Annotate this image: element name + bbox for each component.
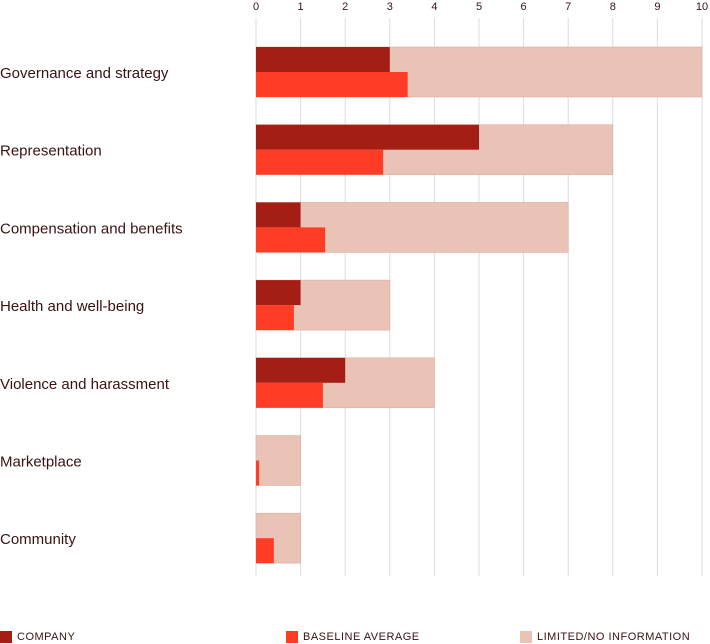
category-label-violence-and-harassment: Violence and harassment — [0, 376, 170, 393]
x-tick-label-3: 3 — [387, 1, 393, 13]
x-tick-label-6: 6 — [521, 1, 527, 13]
bar-company-health-and-well-being — [256, 280, 301, 306]
legend-label-baseline-average: BASELINE AVERAGE — [303, 631, 420, 643]
bars — [255, 46, 703, 564]
bar-chart: 0 1 2 3 4 5 6 7 8 9 10 Governance and strategy Repr… — [0, 1, 708, 576]
x-tick-label-1: 1 — [298, 1, 304, 13]
bar-limited-marketplace — [255, 435, 301, 486]
bar-company-governance-and-strategy — [256, 47, 390, 72]
x-tick-label-4: 4 — [431, 1, 437, 13]
bar-company-representation — [256, 124, 479, 150]
bar-baseline-representation — [256, 149, 384, 175]
bar-baseline-compensation-and-benefits — [256, 227, 326, 253]
category-labels: Governance and strategy Representation Com… — [0, 65, 183, 548]
category-label-representation: Representation — [0, 143, 102, 160]
bar-company-violence-and-harassment — [256, 357, 346, 383]
x-tick-label-2: 2 — [342, 1, 348, 13]
x-axis-ticks: 0 1 2 3 4 5 6 7 8 9 10 — [253, 1, 708, 13]
bar-baseline-governance-and-strategy — [256, 72, 408, 97]
x-tick-label-8: 8 — [610, 1, 616, 13]
category-label-compensation-and-benefits: Compensation and benefits — [0, 220, 183, 237]
grid-lines — [255, 18, 703, 576]
x-tick-label-9: 9 — [654, 1, 660, 13]
legend-swatch-baseline-average — [286, 631, 298, 643]
bar-baseline-health-and-well-being — [256, 305, 294, 331]
category-label-marketplace: Marketplace — [0, 454, 82, 471]
legend-item-baseline-average: BASELINE AVERAGE — [286, 630, 420, 644]
legend-item-company: COMPANY — [0, 630, 75, 644]
x-tick-label-0: 0 — [253, 1, 259, 13]
x-tick-label-10: 10 — [696, 1, 708, 13]
legend: COMPANY BASELINE AVERAGE LIMITED/NO INFO… — [0, 630, 710, 644]
legend-swatch-limited-no-information — [520, 631, 532, 643]
bar-baseline-community — [256, 538, 274, 564]
bar-baseline-violence-and-harassment — [256, 382, 323, 408]
x-tick-label-5: 5 — [476, 1, 482, 13]
bar-company-compensation-and-benefits — [256, 202, 301, 228]
legend-swatch-company — [0, 631, 12, 643]
legend-label-company: COMPANY — [17, 631, 76, 643]
legend-item-limited-no-information: LIMITED/NO INFORMATION — [520, 630, 690, 644]
bar-baseline-marketplace — [256, 460, 260, 486]
category-label-health-and-well-being: Health and well-being — [0, 298, 144, 315]
x-tick-label-7: 7 — [565, 1, 571, 13]
category-label-community: Community — [0, 531, 76, 548]
category-label-governance-and-strategy: Governance and strategy — [0, 65, 169, 82]
legend-label-limited-no-information: LIMITED/NO INFORMATION — [537, 631, 691, 643]
